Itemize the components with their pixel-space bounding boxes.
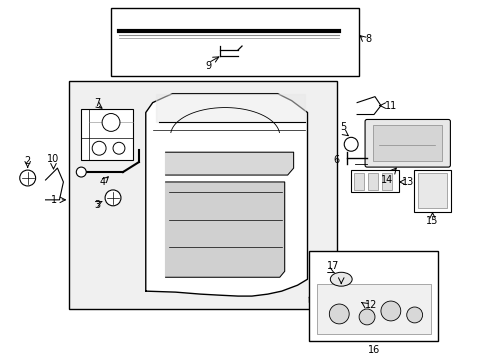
Circle shape bbox=[344, 137, 357, 151]
Text: 12: 12 bbox=[365, 300, 377, 310]
Bar bbox=[350, 170, 398, 192]
Ellipse shape bbox=[330, 272, 351, 286]
Bar bbox=[69, 81, 337, 309]
Bar bbox=[309, 251, 438, 341]
Circle shape bbox=[380, 301, 400, 321]
Polygon shape bbox=[45, 168, 63, 200]
Bar bbox=[367, 173, 377, 190]
Circle shape bbox=[20, 170, 36, 186]
Text: 2: 2 bbox=[24, 156, 31, 166]
Text: 1: 1 bbox=[51, 195, 57, 205]
Text: 17: 17 bbox=[326, 261, 339, 271]
Bar bbox=[372, 125, 442, 161]
Polygon shape bbox=[309, 289, 358, 302]
Text: 3: 3 bbox=[94, 200, 100, 210]
Text: 16: 16 bbox=[367, 345, 379, 355]
Circle shape bbox=[113, 142, 124, 154]
Text: 7: 7 bbox=[94, 98, 100, 108]
Bar bbox=[81, 109, 133, 160]
Bar bbox=[353, 173, 364, 190]
Polygon shape bbox=[145, 94, 307, 296]
Text: 6: 6 bbox=[332, 155, 339, 165]
Bar bbox=[413, 170, 450, 212]
Circle shape bbox=[328, 304, 348, 324]
Polygon shape bbox=[155, 94, 304, 122]
Circle shape bbox=[92, 141, 106, 155]
Circle shape bbox=[358, 309, 374, 325]
Text: 14: 14 bbox=[380, 175, 392, 185]
FancyBboxPatch shape bbox=[365, 120, 449, 167]
Polygon shape bbox=[165, 152, 293, 175]
Text: 8: 8 bbox=[365, 34, 370, 44]
Polygon shape bbox=[356, 96, 380, 114]
Circle shape bbox=[102, 113, 120, 131]
Circle shape bbox=[105, 190, 121, 206]
Text: 9: 9 bbox=[205, 61, 211, 71]
Bar bbox=[111, 8, 358, 76]
Text: 11: 11 bbox=[384, 100, 396, 111]
Text: 4: 4 bbox=[100, 177, 106, 187]
Polygon shape bbox=[165, 182, 284, 277]
Text: 13: 13 bbox=[401, 177, 413, 187]
Bar bbox=[317, 284, 429, 334]
Bar bbox=[417, 173, 447, 208]
Text: 10: 10 bbox=[47, 154, 60, 164]
Circle shape bbox=[76, 167, 86, 177]
Bar bbox=[381, 173, 391, 190]
Text: 15: 15 bbox=[426, 216, 438, 226]
Circle shape bbox=[406, 307, 422, 323]
Text: 5: 5 bbox=[340, 122, 346, 132]
